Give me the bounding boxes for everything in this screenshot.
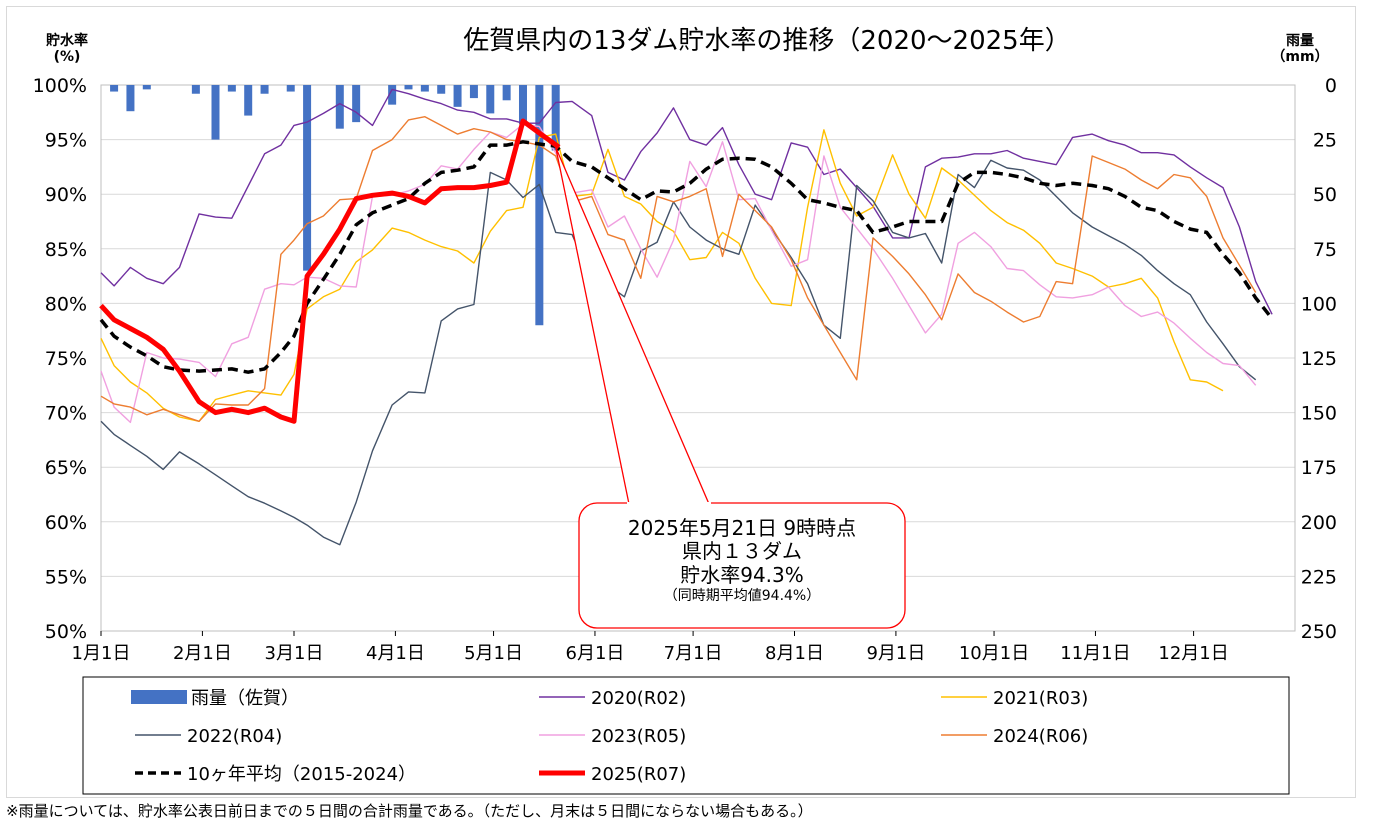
x-tick-label: 7月1日 — [664, 643, 723, 664]
rain-bar — [303, 85, 312, 271]
rain-bar — [551, 85, 560, 151]
legend: 雨量（佐賀） 2020(R02) 2021(R03) 2022(R04) 2023(R0… — [82, 676, 1290, 795]
y-tick-label: 85% — [45, 239, 87, 261]
rain-bar — [286, 85, 295, 92]
x-tick-label: 2月1日 — [173, 643, 232, 664]
series-line — [99, 118, 561, 424]
rain-bar — [420, 85, 429, 92]
rain-bar — [260, 85, 269, 94]
rain-bar — [404, 85, 413, 90]
callout-text: 貯水率94.3% — [680, 563, 804, 587]
x-tick-label: 6月1日 — [566, 643, 625, 664]
rain-bar — [437, 85, 446, 94]
rain-bar — [469, 85, 478, 99]
legend-box — [82, 676, 1290, 795]
x-tick-label: 4月1日 — [366, 643, 425, 664]
rain-bar — [335, 85, 344, 129]
series-line — [99, 140, 1274, 374]
x-tick-label: 1月1日 — [72, 643, 131, 664]
y-tick-label: 90% — [45, 184, 87, 206]
chart-frame: 貯水率 (%) 雨量 （mm） 100% 95% 90% 85% 80% 75% 70% 65% 60%… — [6, 6, 1356, 798]
legend-label: 雨量（佐賀） — [191, 688, 299, 709]
rain-bar — [126, 85, 135, 112]
series-line — [100, 129, 1224, 422]
rain-bar — [352, 85, 361, 123]
x-tick-label: 8月1日 — [765, 643, 824, 664]
rain-bar — [227, 85, 236, 92]
y-axis-label: (%) — [54, 49, 81, 65]
y2-tick-label: 50 — [1313, 184, 1337, 206]
chart-title: 佐賀県内の13ダム貯水率の推移（2020～2025年） — [463, 26, 1070, 56]
y2-tick-label: 0 — [1325, 75, 1337, 97]
y2-tick-label: 150 — [1301, 403, 1337, 425]
y2-tick-label: 100 — [1301, 293, 1337, 315]
y-tick-label: 50% — [45, 621, 87, 643]
rain-bar — [388, 85, 397, 105]
y-axis-label: 貯水率 — [46, 32, 88, 49]
rain-bar — [191, 85, 200, 94]
y-tick-label: 80% — [45, 293, 87, 315]
storage-rate-chart: 貯水率(%) 雨量（mm） 100% 95% 90% 85% 80% 75% 70% 65% 60%… — [33, 26, 1337, 795]
rain-bar — [486, 85, 495, 114]
y-tick-label: 75% — [45, 348, 87, 370]
rain-bar — [142, 85, 151, 90]
legend-label: 2022(R04) — [187, 726, 282, 747]
y2-tick-label: 200 — [1301, 512, 1337, 534]
legend-swatch — [131, 690, 187, 704]
series-lines — [99, 88, 1274, 546]
y2-tick-label: 25 — [1313, 130, 1337, 152]
callout-text: 2025年5月21日 9時時点 — [628, 516, 856, 540]
legend-label: 2021(R03) — [993, 688, 1088, 709]
y2-tick-label: 225 — [1301, 566, 1337, 588]
rain-bar — [518, 85, 527, 125]
y-tick-label: 95% — [45, 130, 87, 152]
callout-text: （同時期平均値94.4%） — [664, 588, 820, 604]
y2-tick-label: 125 — [1301, 348, 1337, 370]
y-tick-label: 60% — [45, 512, 87, 534]
legend-label: 2024(R06) — [993, 726, 1088, 747]
y2-axis-label: 雨量 — [1286, 33, 1314, 49]
legend-label: 2025(R07) — [591, 764, 686, 785]
legend-label: 2020(R02) — [591, 688, 686, 709]
y-tick-label: 65% — [45, 457, 87, 479]
rain-bars — [110, 85, 560, 326]
x-tick-label: 12月1日 — [1158, 643, 1228, 664]
callout-join — [627, 502, 711, 506]
x-tick-label: 11月1日 — [1060, 643, 1130, 664]
legend-label: 10ヶ年平均（2015-2024） — [187, 764, 416, 785]
y-tick-label: 70% — [45, 403, 87, 425]
rain-bar — [502, 85, 511, 101]
x-tick-label: 3月1日 — [265, 643, 324, 664]
callout-box — [578, 502, 906, 629]
series-line — [100, 88, 1273, 315]
annotation: 2025年5月21日 9時時点県内１３ダム貯水率94.3%（同時期平均値94.4… — [555, 146, 906, 629]
y2-axis-label: （mm） — [1271, 49, 1328, 65]
rain-bar — [244, 85, 253, 116]
rain-bar — [535, 85, 544, 326]
y-tick-label: 55% — [45, 566, 87, 588]
legend-label: 2023(R05) — [591, 726, 686, 747]
plot-border — [100, 84, 1296, 632]
axes: 貯水率(%) 雨量（mm） 100% 95% 90% 85% 80% 75% 70% 65% 60%… — [33, 32, 1337, 664]
rain-bar — [453, 85, 462, 107]
callout-text: 県内１３ダム — [682, 539, 802, 563]
rain-bar — [110, 85, 119, 92]
y2-tick-label: 250 — [1301, 621, 1337, 643]
y-tick-label: 100% — [33, 75, 87, 97]
footnote: ※雨量については、貯水率公表日前日までの５日間の合計雨量である。（ただし、月末は… — [6, 802, 813, 820]
y2-tick-label: 175 — [1301, 457, 1337, 479]
series-line — [100, 123, 1257, 424]
rain-bar — [211, 85, 220, 140]
x-tick-label: 9月1日 — [866, 643, 925, 664]
x-tick-label: 5月1日 — [464, 643, 523, 664]
series-line — [100, 115, 1257, 422]
x-tick-label: 10月1日 — [959, 643, 1029, 664]
y2-tick-label: 75 — [1313, 239, 1337, 261]
